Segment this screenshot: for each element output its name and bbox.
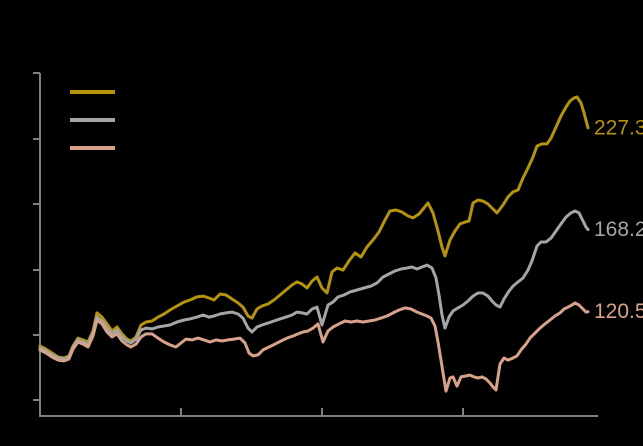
pink-series-end-label: 120.5 <box>594 300 643 323</box>
pink-series-line <box>38 301 590 393</box>
gold-series-end-label: 227.3 <box>594 116 643 139</box>
axes <box>33 72 598 417</box>
data-series <box>38 95 590 393</box>
legend <box>70 90 115 150</box>
gray-series-line <box>38 209 590 361</box>
end-value-labels: 227.3 168.2 120.5 <box>594 116 643 323</box>
gold-series-line <box>38 95 590 360</box>
gray-series-end-label: 168.2 <box>594 218 643 241</box>
